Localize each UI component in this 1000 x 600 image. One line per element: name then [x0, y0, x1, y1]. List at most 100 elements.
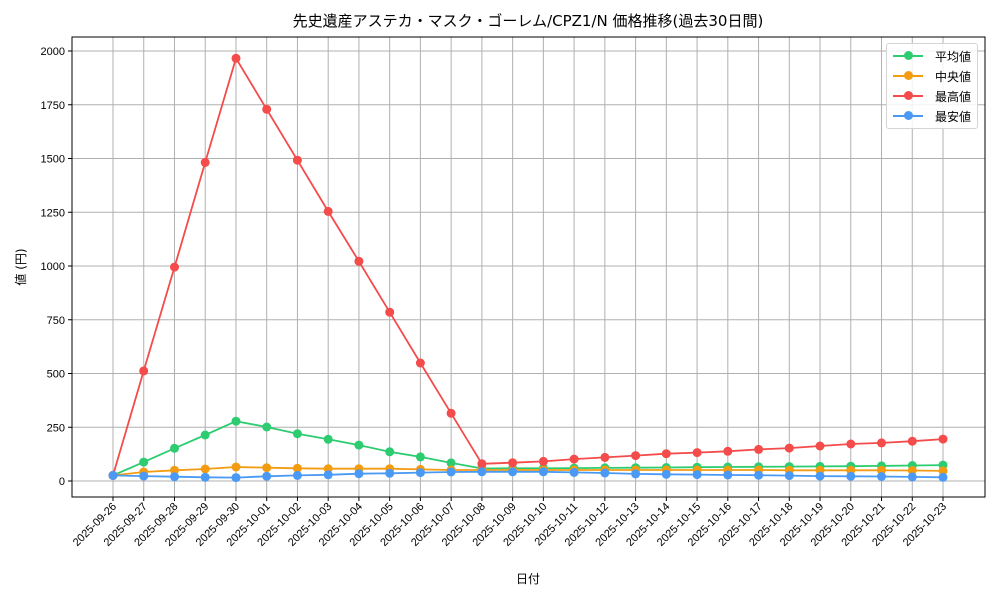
data-point: [784, 443, 794, 453]
data-point: [170, 465, 179, 475]
y-tick-label: 1500: [41, 154, 65, 166]
data-point: [139, 457, 149, 467]
data-point: [415, 358, 425, 368]
data-point: [354, 440, 364, 450]
data-point: [200, 430, 210, 440]
legend-item-max: 最高値: [893, 86, 971, 106]
data-point: [385, 447, 395, 457]
y-tick-label: 250: [47, 422, 65, 434]
data-point: [323, 434, 333, 444]
data-point: [231, 473, 241, 483]
legend-label: 最安値: [935, 109, 972, 124]
data-point: [600, 452, 610, 462]
legend: 平均値 中央値 最高値 最安値: [886, 43, 978, 129]
data-point: [446, 408, 456, 418]
data-point: [477, 459, 487, 469]
grid-lines: [72, 37, 985, 497]
data-point: [231, 53, 241, 63]
data-point: [262, 471, 272, 481]
data-point: [907, 436, 917, 446]
data-point: [108, 470, 118, 480]
data-point: [323, 470, 333, 480]
data-point: [692, 448, 702, 458]
data-point: [477, 467, 487, 477]
x-axis-ticks: 2025-09-262025-09-272025-09-282025-09-29…: [71, 497, 949, 549]
data-point: [292, 429, 302, 439]
data-point: [907, 466, 917, 475]
data-point: [784, 471, 794, 481]
data-point: [938, 434, 948, 444]
data-point: [231, 462, 241, 472]
data-point: [292, 470, 302, 480]
data-point: [200, 157, 210, 167]
data-point: [723, 446, 733, 456]
series-layer: [108, 53, 948, 483]
data-point: [877, 472, 886, 481]
data-point: [661, 449, 671, 459]
data-point: [262, 422, 272, 432]
data-point: [661, 469, 671, 479]
data-point: [938, 466, 948, 476]
data-point: [538, 456, 548, 466]
data-point: [538, 467, 548, 477]
y-tick-label: 1000: [41, 261, 65, 273]
data-point: [754, 444, 764, 454]
data-point: [354, 469, 364, 479]
data-point: [877, 465, 886, 475]
legend-marker-icon: [893, 46, 923, 66]
legend-marker-icon: [893, 86, 923, 106]
y-tick-label: 0: [59, 476, 65, 488]
y-axis-label: 値 (円): [13, 248, 28, 285]
data-point: [139, 471, 149, 481]
data-point: [385, 307, 395, 317]
y-tick-label: 500: [47, 369, 65, 381]
data-point: [323, 206, 333, 216]
data-point: [815, 441, 825, 451]
y-tick-label: 2000: [41, 46, 65, 58]
data-point: [631, 451, 641, 461]
data-point: [907, 472, 917, 482]
legend-item-median: 中央値: [893, 66, 971, 86]
chart-title: 先史遺産アステカ・マスク・ゴーレム/CPZ1/N 価格推移(過去30日間): [292, 12, 764, 30]
y-tick-label: 750: [47, 315, 65, 327]
data-point: [600, 468, 610, 478]
legend-marker-icon: [893, 106, 923, 126]
data-point: [200, 464, 210, 474]
data-point: [846, 471, 856, 481]
data-point: [631, 469, 641, 479]
data-point: [723, 470, 733, 480]
data-point: [446, 458, 456, 468]
legend-item-average: 平均値: [893, 46, 971, 66]
legend-item-min: 最安値: [893, 106, 971, 126]
data-point: [508, 467, 518, 477]
data-point: [231, 416, 241, 426]
series-line: [108, 53, 948, 480]
data-point: [385, 468, 395, 478]
data-point: [569, 467, 579, 477]
legend-label: 平均値: [935, 49, 972, 64]
legend-label: 中央値: [935, 69, 972, 84]
data-point: [415, 468, 425, 478]
y-tick-label: 1750: [41, 100, 65, 112]
x-axis-label: 日付: [516, 572, 540, 586]
data-point: [170, 472, 179, 482]
series-line: [108, 467, 948, 483]
plot-frame: [71, 36, 986, 498]
data-point: [754, 470, 764, 480]
data-point: [200, 472, 210, 482]
data-point: [569, 454, 579, 464]
data-point: [846, 439, 856, 449]
data-point: [446, 467, 456, 477]
data-point: [692, 470, 702, 480]
data-point: [262, 463, 272, 473]
data-point: [815, 471, 825, 481]
data-point: [415, 452, 425, 462]
data-point: [508, 458, 518, 468]
data-point: [139, 366, 149, 376]
legend-label: 最高値: [935, 89, 972, 104]
legend-marker-icon: [893, 66, 923, 86]
data-point: [170, 443, 179, 453]
data-point: [877, 438, 886, 448]
y-tick-label: 1250: [41, 207, 65, 219]
